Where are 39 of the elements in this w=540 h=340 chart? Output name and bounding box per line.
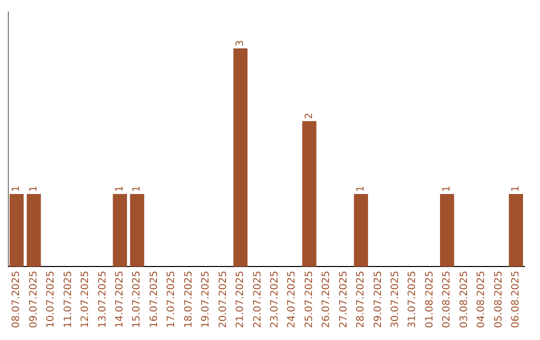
- x-tick-label: 15.07.2025: [132, 270, 143, 328]
- x-tick-label: 13.07.2025: [97, 270, 108, 328]
- x-tick-label: 04.08.2025: [476, 270, 488, 328]
- x-tick-label: 28.07.2025: [356, 270, 367, 328]
- data-label: 3: [235, 40, 246, 46]
- x-tick-label: 20.07.2025: [218, 270, 229, 328]
- x-tick-label: 31.07.2025: [407, 270, 418, 328]
- x-tick-label: 29.07.2025: [372, 270, 384, 328]
- x-tick-label: 11.07.2025: [62, 270, 74, 328]
- x-tick-label: 17.07.2025: [166, 270, 178, 328]
- data-label: 1: [11, 186, 22, 192]
- x-tick-label: 30.07.2025: [390, 270, 401, 328]
- data-label: 1: [132, 186, 143, 192]
- x-tick-label: 21.07.2025: [235, 270, 246, 328]
- x-tick-label: 23.07.2025: [269, 270, 280, 328]
- x-tick-label: 09.07.2025: [28, 270, 40, 328]
- data-label: 1: [510, 186, 522, 192]
- x-tick-label: 18.07.2025: [183, 270, 194, 328]
- data-label: 1: [28, 186, 40, 192]
- x-tick-label: 06.08.2025: [510, 270, 522, 328]
- x-tick-label: 10.07.2025: [46, 270, 57, 328]
- x-tick-label: 05.08.2025: [493, 270, 504, 328]
- x-tick-label: 08.07.2025: [11, 270, 22, 328]
- data-label: 1: [442, 186, 453, 192]
- data-label: 2: [304, 112, 315, 120]
- x-tick-label: 27.07.2025: [338, 270, 350, 328]
- data-label: 1: [356, 186, 367, 192]
- x-tick-label: 12.07.2025: [80, 270, 92, 328]
- x-tick-label: 26.07.2025: [321, 270, 332, 328]
- x-tick-label: 25.07.2025: [304, 270, 315, 328]
- x-tick-label: 22.07.2025: [252, 270, 264, 328]
- x-tick-label: 19.07.2025: [200, 270, 212, 328]
- x-tick-label: 02.08.2025: [442, 270, 453, 328]
- x-tick-label: 14.07.2025: [114, 270, 126, 328]
- x-tick-label: 01.08.2025: [424, 270, 436, 328]
- x-tick-label: 24.07.2025: [286, 270, 298, 328]
- x-tick-label: 16.07.2025: [148, 270, 160, 328]
- data-label: 1: [114, 186, 126, 192]
- x-tick-label: 03.08.2025: [458, 270, 470, 328]
